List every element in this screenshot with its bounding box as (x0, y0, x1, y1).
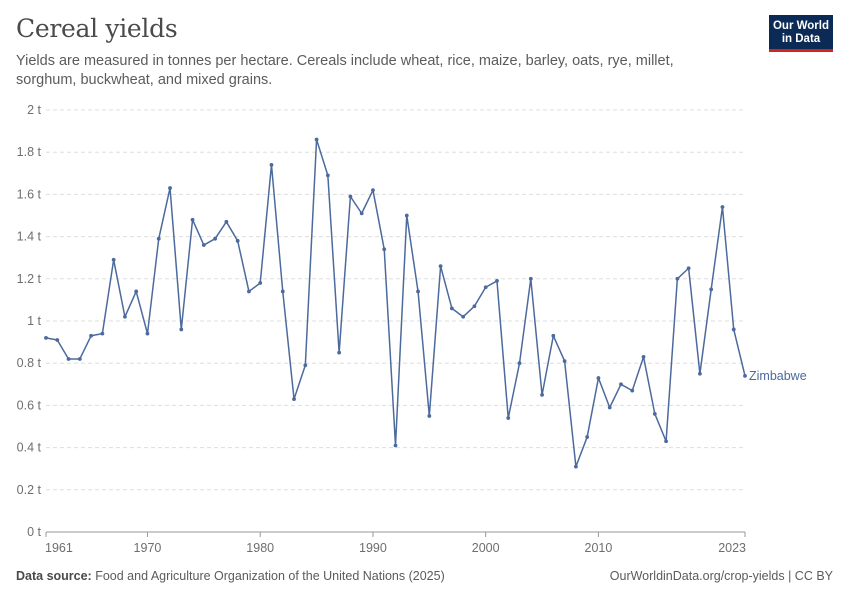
y-tick-label: 2 t (27, 103, 41, 117)
data-point[interactable] (461, 314, 466, 319)
data-point[interactable] (337, 350, 342, 355)
data-point[interactable] (371, 188, 375, 193)
data-point[interactable] (573, 464, 578, 469)
series-layer: Zimbabwe (44, 137, 807, 469)
data-point[interactable] (652, 411, 657, 416)
data-point[interactable] (619, 382, 623, 387)
x-tick-label: 1980 (246, 541, 274, 555)
data-point[interactable] (483, 285, 488, 290)
data-point[interactable] (731, 327, 736, 332)
data-point[interactable] (359, 211, 364, 216)
data-source: Data source: Food and Agriculture Organi… (16, 569, 445, 583)
series-label[interactable]: Zimbabwe (749, 369, 807, 383)
source-url-link[interactable]: OurWorldinData.org/crop-yields | CC BY (609, 569, 833, 583)
data-point[interactable] (743, 373, 747, 378)
data-point[interactable] (156, 236, 161, 241)
x-tick-label: 2023 (718, 541, 746, 555)
data-point[interactable] (585, 435, 590, 439)
data-point[interactable] (438, 264, 443, 269)
data-point[interactable] (224, 219, 229, 224)
data-point[interactable] (472, 304, 477, 309)
data-point[interactable] (325, 173, 330, 178)
y-tick-label: 0 t (27, 525, 41, 539)
data-point[interactable] (540, 392, 544, 397)
owid-logo[interactable]: Our World in Data (769, 15, 833, 52)
data-point[interactable] (675, 276, 680, 281)
data-point[interactable] (134, 289, 139, 294)
data-point[interactable] (427, 414, 432, 418)
data-source-text: Food and Agriculture Organization of the… (95, 569, 445, 583)
data-point[interactable] (698, 371, 702, 376)
y-tick-label: 1 t (27, 314, 41, 328)
data-point[interactable] (179, 327, 184, 332)
x-tick-label: 1961 (45, 541, 73, 555)
data-point[interactable] (641, 354, 646, 359)
chart-subtitle: Yields are measured in tonnes per hectar… (16, 53, 674, 88)
data-point[interactable] (66, 357, 71, 361)
data-point[interactable] (235, 238, 240, 243)
data-point[interactable] (382, 247, 387, 252)
data-point[interactable] (247, 289, 251, 294)
logo-line-2: in Data (781, 33, 821, 45)
data-point[interactable] (111, 257, 116, 262)
data-point[interactable] (416, 289, 420, 294)
data-point[interactable] (314, 137, 319, 142)
y-tick-label: 1.2 t (17, 272, 42, 286)
y-tick-label: 0.4 t (17, 441, 42, 455)
chart-title: Cereal yields (16, 14, 178, 43)
data-point[interactable] (404, 213, 409, 218)
y-tick-label: 0.6 t (17, 398, 42, 412)
data-point[interactable] (686, 266, 691, 271)
data-point[interactable] (77, 357, 82, 361)
data-point[interactable] (393, 443, 398, 448)
data-point[interactable] (596, 376, 601, 380)
data-point[interactable] (201, 243, 206, 247)
x-tick-label: 1970 (134, 541, 162, 555)
y-tick-label: 1.6 t (17, 187, 42, 201)
x-tick-label: 1990 (359, 541, 387, 555)
data-point[interactable] (55, 338, 60, 342)
data-point[interactable] (709, 287, 714, 292)
data-point[interactable] (506, 416, 511, 420)
y-tick-label: 1.8 t (17, 145, 42, 159)
data-source-label: Data source: (16, 569, 92, 583)
data-point[interactable] (190, 217, 195, 222)
data-point[interactable] (551, 333, 556, 338)
data-point[interactable] (44, 335, 48, 340)
y-tick-label: 1.4 t (17, 230, 42, 244)
y-tick-label: 0.2 t (17, 483, 42, 497)
data-point[interactable] (145, 331, 150, 336)
data-point[interactable] (269, 162, 274, 167)
data-point[interactable] (213, 236, 218, 241)
y-tick-label: 0.8 t (17, 356, 42, 370)
data-point[interactable] (258, 281, 263, 285)
data-point[interactable] (664, 439, 668, 444)
data-point[interactable] (348, 194, 353, 199)
data-point[interactable] (168, 186, 172, 190)
data-point[interactable] (495, 279, 499, 283)
data-point[interactable] (89, 333, 93, 338)
data-point[interactable] (607, 405, 612, 410)
data-point[interactable] (449, 306, 454, 311)
data-point[interactable] (123, 314, 127, 319)
axis-layer: 0 t 0.2 t 0.4 t 0.6 t 0.8 t 1 t 1.2 t 1.4 t 1.6 … (17, 103, 746, 555)
data-point[interactable] (720, 205, 725, 209)
data-point[interactable] (100, 331, 105, 336)
grid-layer (46, 109, 745, 491)
data-point[interactable] (303, 363, 308, 368)
data-point[interactable] (528, 276, 533, 281)
logo-accent-bar (769, 49, 833, 52)
x-tick-label: 2010 (585, 541, 613, 555)
data-point[interactable] (562, 359, 567, 363)
data-point[interactable] (292, 397, 296, 401)
series-line-zimbabwe[interactable] (45, 138, 746, 468)
data-point[interactable] (517, 361, 522, 366)
x-tick-label: 2000 (472, 541, 500, 555)
data-point[interactable] (630, 388, 635, 393)
data-point[interactable] (280, 289, 285, 294)
logo-line-1: Our World (772, 20, 829, 32)
